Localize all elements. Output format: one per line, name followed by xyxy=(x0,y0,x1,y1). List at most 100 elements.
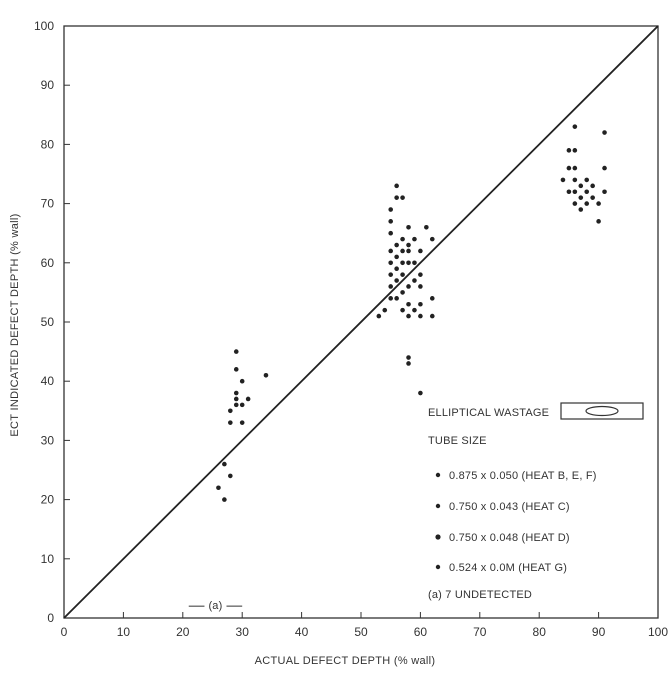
data-point xyxy=(560,177,566,183)
data-point xyxy=(400,248,405,254)
data-point xyxy=(572,148,578,153)
data-point xyxy=(394,183,399,189)
data-point xyxy=(412,236,417,242)
legend-marker-heat-c xyxy=(435,503,441,509)
legend-entry-heat-d: 0.750 x 0.048 (HEAT D) xyxy=(449,532,570,544)
data-point xyxy=(596,201,601,206)
y-tick-label: 100 xyxy=(34,19,54,33)
data-point xyxy=(572,124,578,129)
x-tick-label: 40 xyxy=(295,625,309,639)
data-point xyxy=(412,278,417,283)
data-point xyxy=(406,301,411,307)
data-point xyxy=(566,148,572,153)
x-tick-label: 0 xyxy=(61,625,68,639)
data-point xyxy=(216,485,221,491)
data-point xyxy=(394,296,399,301)
y-tick-label: 20 xyxy=(41,493,55,507)
data-point xyxy=(228,473,233,479)
legend-marker-heat-g xyxy=(435,564,441,570)
data-point xyxy=(400,260,405,266)
data-point xyxy=(228,408,233,414)
data-point xyxy=(412,260,417,266)
x-axis-label: ACTUAL DEFECT DEPTH (% wall) xyxy=(255,655,436,667)
x-tick-label: 90 xyxy=(592,625,606,639)
legend-subtitle: TUBE SIZE xyxy=(428,435,487,447)
data-point xyxy=(400,236,405,242)
x-tick-label: 100 xyxy=(648,625,668,639)
undetected-annotation: (a) xyxy=(208,600,222,612)
data-point xyxy=(239,378,245,384)
data-point xyxy=(412,307,417,313)
data-point xyxy=(388,272,394,277)
x-tick-label: 60 xyxy=(414,625,428,639)
data-point xyxy=(418,390,423,396)
data-point xyxy=(429,296,435,301)
data-point xyxy=(578,195,584,200)
data-point xyxy=(406,355,411,360)
data-point xyxy=(233,349,239,354)
data-point xyxy=(233,367,239,372)
data-point xyxy=(584,177,590,183)
x-tick-label: 50 xyxy=(354,625,368,639)
data-point xyxy=(400,195,405,200)
data-point xyxy=(388,207,394,212)
data-point xyxy=(263,372,269,378)
data-point xyxy=(245,396,251,402)
data-point xyxy=(228,420,233,425)
legend-title: ELLIPTICAL WASTAGE xyxy=(428,407,549,419)
data-point xyxy=(418,272,423,277)
y-tick-label: 10 xyxy=(41,552,55,566)
reference-line xyxy=(63,25,659,619)
data-point xyxy=(424,224,429,230)
data-point xyxy=(572,201,578,206)
x-tick-label: 80 xyxy=(533,625,547,639)
data-point xyxy=(572,165,578,171)
data-point xyxy=(233,402,239,408)
data-point xyxy=(394,266,399,272)
data-point xyxy=(566,165,572,171)
data-point xyxy=(572,189,578,195)
data-point xyxy=(406,242,411,248)
data-point xyxy=(596,219,601,224)
data-point xyxy=(394,254,399,260)
data-point xyxy=(406,224,411,230)
data-point xyxy=(406,260,411,266)
data-point xyxy=(584,201,590,206)
legend-marker-heat-d xyxy=(435,534,441,540)
data-point xyxy=(578,183,584,189)
data-point xyxy=(239,420,245,425)
data-point xyxy=(590,183,595,189)
data-point xyxy=(222,461,227,467)
data-point xyxy=(376,313,382,319)
data-point xyxy=(584,189,590,195)
data-point xyxy=(406,284,411,289)
data-point xyxy=(590,195,595,200)
data-point xyxy=(233,390,239,396)
data-point xyxy=(394,242,399,248)
data-point xyxy=(400,307,405,313)
data-point xyxy=(382,307,388,313)
y-tick-label: 90 xyxy=(41,78,55,92)
legend-entry-heat-bef: 0.875 x 0.050 (HEAT B, E, F) xyxy=(449,470,597,482)
x-tick-label: 10 xyxy=(117,625,131,639)
data-point xyxy=(400,290,405,295)
data-point xyxy=(388,248,394,254)
elliptical-wastage-swatch xyxy=(560,402,644,420)
data-point xyxy=(429,236,435,242)
y-tick-label: 70 xyxy=(41,197,55,211)
data-point xyxy=(406,248,411,254)
y-tick-label: 60 xyxy=(41,256,55,270)
x-tick-label: 70 xyxy=(473,625,487,639)
data-point xyxy=(400,272,405,277)
y-tick-label: 40 xyxy=(41,374,55,388)
legend-entry-heat-c: 0.750 x 0.043 (HEAT C) xyxy=(449,501,570,513)
data-point xyxy=(388,219,394,224)
x-tick-label: 30 xyxy=(236,625,250,639)
legend: ELLIPTICAL WASTAGE TUBE SIZE 0.875 x 0.0… xyxy=(428,402,644,601)
data-point xyxy=(406,313,411,319)
data-point xyxy=(388,296,394,301)
y-tick-label: 30 xyxy=(41,433,55,447)
data-point xyxy=(239,402,245,408)
data-point xyxy=(388,230,394,236)
data-point xyxy=(233,396,239,402)
